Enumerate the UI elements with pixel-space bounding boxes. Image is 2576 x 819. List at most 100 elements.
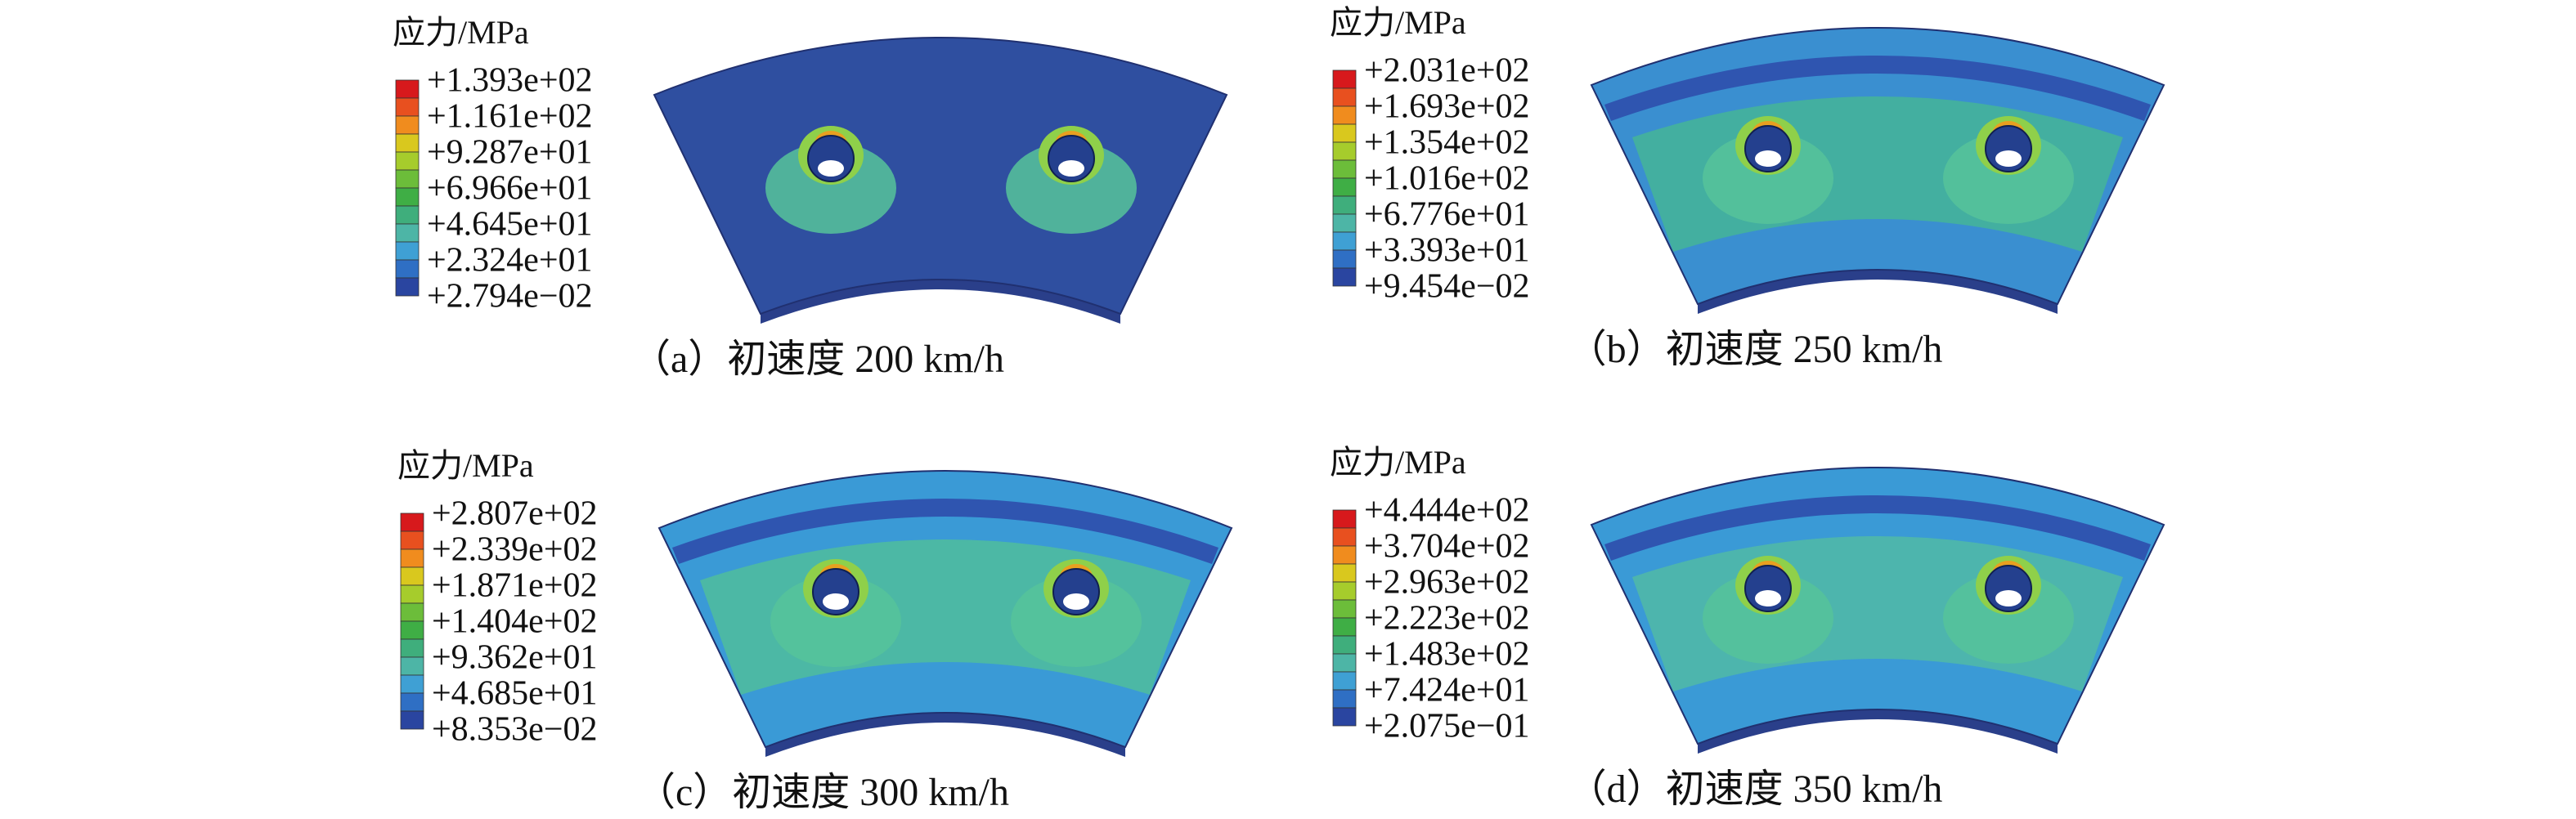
colorbar-block	[1332, 671, 1357, 691]
colorbar-block	[1332, 249, 1357, 269]
legend-label: +1.871e+02	[432, 567, 598, 605]
legend-label: +1.483e+02	[1364, 636, 1530, 674]
colorbar-block	[1332, 87, 1357, 107]
colorbar-block	[395, 115, 420, 135]
colorbar-block	[1332, 563, 1357, 583]
stress-halo	[1943, 132, 2074, 224]
bolt-hole-inner	[1058, 160, 1084, 177]
colorbar-block	[1332, 195, 1357, 215]
caption: （a）初速度 200 km/h	[631, 338, 1004, 381]
colorbar-block	[400, 674, 424, 694]
colorbar-block	[395, 97, 420, 117]
legend-label: +6.966e+01	[427, 170, 593, 208]
colorbar-block	[1332, 707, 1357, 727]
colorbar-block	[395, 223, 420, 243]
stress-halo	[1943, 572, 2074, 664]
colorbar-block	[1332, 545, 1357, 565]
bolt-hole-inner	[823, 593, 849, 610]
sector	[653, 37, 1228, 316]
stress-halo	[765, 142, 896, 234]
legend-label: +9.287e+01	[427, 134, 593, 172]
bolt-hole-inner	[1995, 590, 2022, 606]
colorbar-block	[1332, 213, 1357, 233]
colorbar-block	[1332, 159, 1357, 179]
bolt-hole-inner	[1995, 150, 2022, 167]
colorbar-block	[1332, 267, 1357, 287]
legend-label: +6.776e+01	[1364, 196, 1530, 234]
colorbar-block	[395, 259, 420, 279]
colorbar-block	[400, 512, 424, 532]
colorbar-block	[400, 692, 424, 712]
caption: （c）初速度 300 km/h	[636, 771, 1009, 814]
colorbar-block	[1332, 177, 1357, 197]
outer-band	[672, 499, 1218, 564]
stress-halo	[1703, 572, 1833, 664]
colorbar-block	[395, 79, 420, 99]
legend-label: +2.339e+02	[432, 531, 598, 569]
colorbar-block	[1332, 653, 1357, 673]
legend-label: +3.393e+01	[1364, 232, 1530, 270]
sector-side	[761, 280, 1120, 324]
legend-label: +2.963e+02	[1364, 564, 1530, 602]
legend-title: 应力/MPa	[1330, 444, 1466, 481]
colorbar-block	[1332, 617, 1357, 637]
legend-title: 应力/MPa	[1330, 4, 1466, 41]
colorbar-block	[400, 620, 424, 640]
legend-label: +2.324e+01	[427, 242, 593, 280]
colorbar-block	[400, 656, 424, 676]
bolt-hole-inner	[818, 160, 844, 177]
colorbar-block	[1332, 527, 1357, 547]
panel: 应力/MPa +1.393e+02+1.161e+02+9.287e+01+6.9…	[393, 14, 1228, 381]
colorbar-block	[1332, 141, 1357, 161]
bolt-hole-inner	[1755, 590, 1781, 606]
colorbar-block	[400, 530, 424, 550]
colorbar-block	[1332, 69, 1357, 89]
colorbar-block	[395, 187, 420, 207]
stress-halo	[1006, 142, 1137, 234]
legend-label: +1.393e+02	[427, 62, 593, 100]
colorbar-block	[1332, 231, 1357, 251]
colorbar-block	[400, 638, 424, 658]
stress-halo	[1703, 132, 1833, 224]
legend-label: +9.362e+01	[432, 639, 598, 677]
panel: 应力/MPa +4.444e+02+3.704e+02+2.963e+02+2.2…	[1330, 444, 2165, 811]
colorbar-block	[400, 602, 424, 622]
colorbar-block	[1332, 509, 1357, 529]
legend-label: +1.016e+02	[1364, 160, 1530, 198]
legend-label: +9.454e−02	[1364, 268, 1530, 306]
legend-label: +3.704e+02	[1364, 528, 1530, 566]
sector-side	[765, 713, 1125, 757]
legend-label: +7.424e+01	[1364, 672, 1530, 709]
caption: （b）初速度 250 km/h	[1568, 328, 1943, 371]
legend-label: +1.161e+02	[427, 98, 593, 136]
outer-band	[1604, 495, 2151, 561]
outer-band	[1604, 56, 2151, 121]
legend-label: +4.685e+01	[432, 675, 598, 713]
stress-halo	[1011, 575, 1142, 667]
bolt-hole-inner	[1755, 150, 1781, 167]
colorbar-block	[395, 277, 420, 297]
sector-side	[1698, 270, 2058, 314]
legend-label: +1.354e+02	[1364, 124, 1530, 162]
colorbar-block	[400, 566, 424, 586]
colorbar-block	[395, 169, 420, 189]
colorbar-block	[1332, 689, 1357, 709]
colorbar-block	[395, 151, 420, 171]
legend-label: +2.075e−01	[1364, 708, 1530, 745]
legend-label: +2.031e+02	[1364, 52, 1530, 90]
colorbar-block	[400, 584, 424, 604]
legend-label: +2.223e+02	[1364, 600, 1530, 638]
colorbar-block	[1332, 123, 1357, 143]
colorbar-block	[400, 710, 424, 730]
legend-label: +1.693e+02	[1364, 88, 1530, 126]
caption: （d）初速度 350 km/h	[1568, 768, 1943, 811]
legend-title: 应力/MPa	[397, 447, 534, 484]
legend-label: +4.645e+01	[427, 206, 593, 244]
legend-label: +2.807e+02	[432, 495, 598, 533]
panel: 应力/MPa +2.031e+02+1.693e+02+1.354e+02+1.0…	[1330, 4, 2165, 371]
colorbar-block	[395, 133, 420, 153]
bolt-hole-inner	[1063, 593, 1089, 610]
colorbar-block	[400, 548, 424, 568]
panel: 应力/MPa +2.807e+02+2.339e+02+1.871e+02+1.4…	[397, 447, 1233, 814]
